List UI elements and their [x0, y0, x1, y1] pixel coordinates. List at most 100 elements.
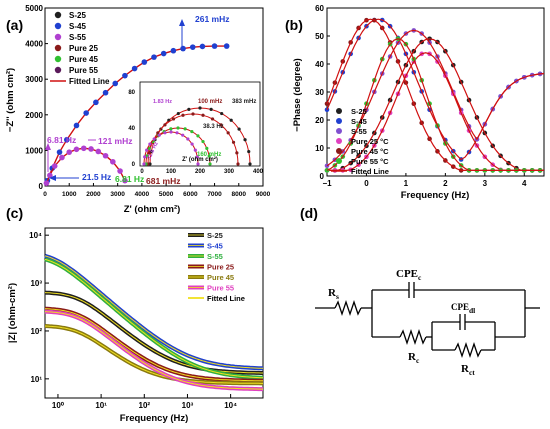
inset-point: [145, 148, 149, 152]
a-xtick-label: 3000: [110, 191, 125, 198]
c-xtick-label: 10⁴: [224, 401, 237, 410]
arrowhead-681: [45, 143, 51, 150]
a-point-S-45: [160, 50, 167, 57]
b-legend-label: S-55: [351, 127, 367, 136]
c-xtick-label: 10¹: [95, 401, 107, 410]
inset-point: [236, 162, 240, 166]
inset-point: [156, 131, 160, 135]
a-point-S-45: [151, 54, 157, 60]
c-legend-label: Fitted Line: [207, 294, 245, 303]
a-point-S-45: [73, 122, 80, 129]
a-legend-marker: [54, 11, 62, 19]
c-fit-S-55: [44, 258, 264, 379]
b-ytick-label: 20: [315, 116, 324, 125]
panel-a-ylabel: −Z'' (ohm cm²): [5, 68, 16, 132]
panel-b-ylabel: −Phase (degree): [292, 58, 303, 132]
c-fit-S-25: [44, 292, 263, 374]
inset-ann-383mhz: 383 mHz: [232, 99, 256, 105]
c-legend-label: S-45: [207, 242, 223, 251]
panel-b-y-ticks: 0 10 20 30 40 50 60: [315, 4, 330, 181]
c-xtick-label: 10³: [182, 401, 194, 410]
inset-point: [171, 117, 176, 121]
c-legend-label: Pure 45: [207, 273, 234, 282]
inset-point: [190, 129, 194, 134]
c-fit-S-45: [44, 255, 264, 369]
a-ytick-label: 2000: [25, 111, 43, 120]
a-xtick-label: 0: [43, 191, 47, 198]
panel-b-marks: [324, 17, 545, 173]
label-cpedl: CPEdl: [451, 302, 475, 315]
panel-b-xlabel: Frequency (Hz): [401, 190, 470, 201]
b-xtick-label: 0: [364, 179, 369, 188]
inset-point: [186, 137, 190, 141]
a-point-S-45: [93, 99, 99, 106]
label-rct: Rct: [461, 363, 475, 377]
arrowhead-215: [49, 175, 56, 181]
inset-xlabel: Z' (ohm cm²): [182, 156, 218, 163]
b-point-Pure 45 °C: [324, 101, 330, 107]
inset-point: [207, 154, 211, 158]
inset-point: [229, 118, 233, 122]
inset-point: [198, 106, 202, 110]
ann-21-5hz: 21.5 Hz: [82, 172, 111, 182]
a-point-S-45: [180, 45, 186, 52]
inset-point: [191, 112, 195, 116]
a-point-S-45: [189, 44, 196, 50]
b-fit-S-55: [326, 29, 545, 167]
inset-point: [157, 133, 161, 137]
a-point-S-45: [223, 43, 230, 49]
b-legend-label: S-45: [351, 117, 367, 126]
b-legend-marker: [336, 128, 342, 134]
inset-point: [175, 131, 179, 135]
a-ytick-label: 1000: [25, 146, 43, 155]
inset-axes: [139, 81, 261, 167]
a-legend-marker: [54, 33, 62, 41]
a-legend-marker: [54, 22, 62, 30]
inset-ytick-40: 40: [128, 126, 135, 132]
arrowhead-261: [179, 19, 185, 26]
a-point-S-45: [83, 110, 89, 116]
a-xtick-label: 6000: [183, 191, 198, 198]
inset-point: [201, 139, 205, 144]
c-fit-Pure 45: [44, 325, 263, 384]
c-ytick-label: 10⁴: [29, 231, 42, 240]
a-point-S-45: [112, 80, 119, 87]
inset-point: [183, 127, 187, 131]
inset-ann-1-83: 1.83 Hz: [153, 99, 172, 105]
a-point-S-55: [80, 145, 87, 152]
panel-a-inset: 0 40 80 0 100 200 300 400 Z' (ohm cm²) 1…: [115, 81, 264, 186]
panel-b-label: (b): [285, 17, 303, 33]
b-xtick-label: 3: [483, 179, 488, 188]
a-legend-label: S-55: [69, 33, 86, 42]
panel-c-ylabel: |Z| (ohm-cm²): [7, 283, 18, 343]
inset-ann-38-3hz: 38.3 Hz: [203, 124, 224, 130]
panel-a-xlabel: Z' (ohm cm²): [124, 204, 181, 215]
ann-261mhz: 261 mHz: [195, 14, 230, 24]
a-legend-label: S-45: [69, 22, 86, 31]
panel-c: (c) 10¹ 10² 10³ 10⁴ 10⁰ 10¹ 10² 10³ 10⁴ |Z| (oh…: [6, 205, 264, 424]
inset-point: [237, 127, 241, 131]
inset-ann-160mhz: 160 mHz: [197, 152, 221, 158]
inset-point: [143, 155, 147, 159]
label-cpec: CPEc: [396, 268, 422, 282]
a-xtick-label: 1000: [62, 191, 77, 198]
inset-point: [187, 107, 191, 112]
b-legend-marker: [336, 108, 342, 114]
a-point-S-45: [199, 43, 206, 50]
a-point-S-55: [122, 177, 128, 184]
a-point-S-45: [211, 43, 218, 49]
a-point-S-55: [117, 168, 123, 174]
inset-point: [190, 142, 194, 146]
panel-a-legend: S-25 S-45 S-55 Pure 25 Pure 45 Pure 55 Fitted …: [50, 11, 110, 86]
inset-point: [247, 149, 251, 154]
c-xtick-label: 10⁰: [52, 401, 65, 410]
inset-ann-6-81hz: 6.81 Hz: [115, 174, 144, 184]
panel-c-x-ticks: 10⁰ 10¹ 10² 10³ 10⁴: [52, 394, 237, 410]
a-point-S-45: [141, 59, 148, 65]
a-point-S-45: [102, 89, 109, 96]
inset-point: [142, 162, 146, 166]
b-legend-label: Fitted Line: [351, 167, 389, 176]
a-point-S-55: [66, 149, 73, 155]
